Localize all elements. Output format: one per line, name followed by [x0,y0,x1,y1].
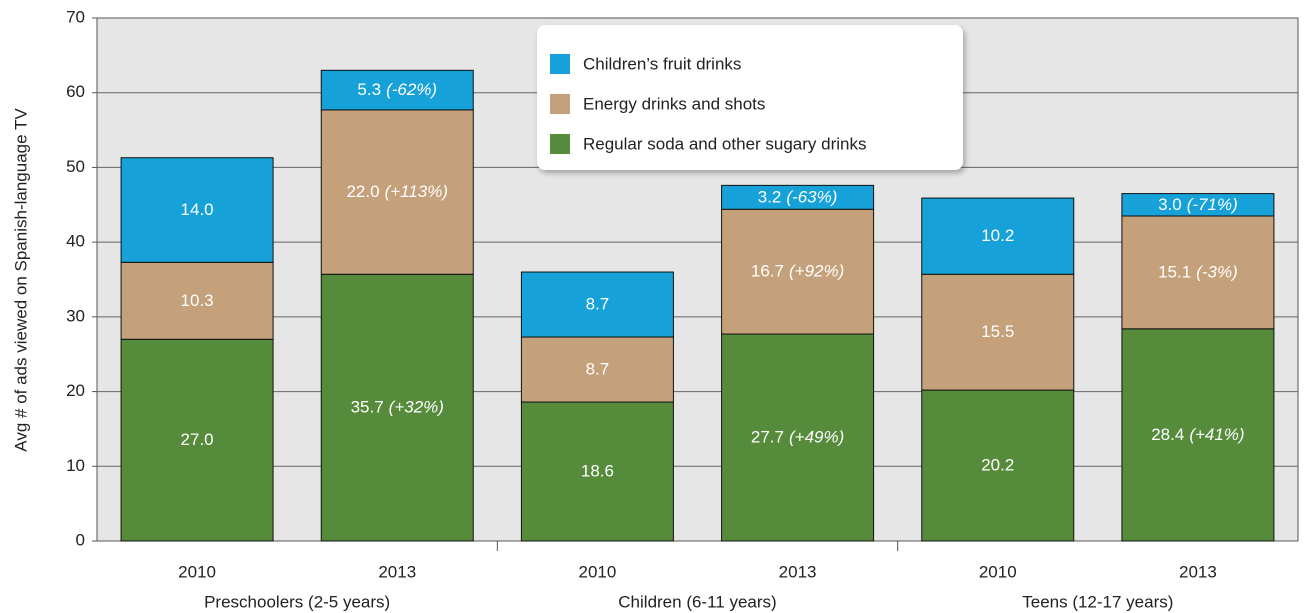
data-label-value: 8.7 [586,295,610,314]
data-label-value: 27.7 [751,428,784,447]
bar-segment [320,69,474,111]
legend-box [537,25,963,170]
data-label-change: (-63%) [786,188,837,207]
data-label-value: 16.7 [751,262,784,281]
bar-segment [320,109,474,275]
data-label-change: (+113%) [385,183,448,202]
legend-label: Energy drinks and shots [583,94,765,113]
data-label-value: 8.7 [586,360,610,379]
y-tick-label: 50 [66,157,85,176]
data-label: 3.2 (-63%) [758,188,838,207]
data-label: 8.7 [586,295,610,314]
y-tick-label: 20 [66,381,85,400]
data-label: 14.0 [181,201,214,220]
data-label: 5.3 (-62%) [357,81,437,100]
data-label-value: 15.5 [981,323,1014,342]
bar-segment [721,333,875,542]
legend-label: Regular soda and other sugary drinks [583,134,867,153]
bar-segment [520,271,674,338]
data-label-change: (+92%) [789,262,844,281]
group-label: Children (6-11 years) [618,592,776,611]
data-label: 16.7 (+92%) [751,262,844,281]
data-label: 15.1 (-3%) [1158,263,1238,282]
data-label-value: 15.1 [1158,263,1191,282]
data-label: 27.7 (+49%) [751,428,844,447]
bar-segment [921,389,1075,542]
data-label: 20.2 [981,456,1014,475]
legend-swatch [550,94,570,114]
data-label-value: 10.2 [981,227,1014,246]
bar-segment [1121,193,1275,217]
data-label: 10.3 [181,291,214,310]
x-tick-label: 2010 [979,562,1017,581]
data-label: 3.0 (-71%) [1158,195,1238,214]
legend-swatch [550,134,570,154]
data-label-value: 14.0 [181,201,214,220]
data-label: 22.0 (+113%) [346,183,448,202]
y-tick-label: 60 [66,82,85,101]
data-label: 28.4 (+41%) [1151,425,1244,444]
data-label: 15.5 [981,323,1014,342]
data-label-change: (-3%) [1196,263,1238,282]
data-label-value: 22.0 [346,183,379,202]
bar-segment [1121,328,1275,542]
legend-swatch [550,54,570,74]
data-label: 8.7 [586,360,610,379]
data-label-change: (-71%) [1187,195,1238,214]
bar-segment [120,157,274,263]
x-tick-label: 2010 [178,562,216,581]
bar-segment [520,336,674,403]
bar-segment [721,208,875,335]
x-tick-label: 2013 [1179,562,1217,581]
y-axis-label: Avg # of ads viewed on Spanish-language … [11,108,30,452]
y-tick-label: 0 [76,530,85,549]
y-tick-label: 30 [66,306,85,325]
data-label-change: (-62%) [386,81,437,100]
data-label: 35.7 (+32%) [351,398,444,417]
data-label-value: 20.2 [981,456,1014,475]
x-tick-label: 2013 [779,562,817,581]
bar-segment [921,197,1075,275]
group-label: Teens (12-17 years) [1022,592,1173,611]
data-label-value: 27.0 [181,431,214,450]
data-label-value: 3.0 [1158,195,1182,214]
data-label-value: 3.2 [758,188,782,207]
y-tick-label: 70 [66,7,85,26]
y-tick-label: 10 [66,456,85,475]
data-label-change: (+49%) [789,428,844,447]
data-label-value: 28.4 [1151,425,1184,444]
data-label: 18.6 [581,462,614,481]
group-label: Preschoolers (2-5 years) [204,592,390,611]
data-label-value: 10.3 [181,291,214,310]
data-label-value: 35.7 [351,398,384,417]
x-tick-label: 2010 [579,562,617,581]
data-label: 10.2 [981,227,1014,246]
data-label-change: (+32%) [389,398,444,417]
x-tick-label: 2013 [378,562,416,581]
bar-segment [320,273,474,542]
bar-segment [1121,215,1275,330]
data-label-change: (+41%) [1189,425,1244,444]
legend-label: Children’s fruit drinks [583,54,741,73]
bar-segment [520,401,674,542]
data-label-value: 5.3 [357,81,381,100]
data-label-value: 18.6 [581,462,614,481]
bar-segment [120,338,274,542]
y-tick-label: 40 [66,232,85,251]
bar-segment [120,261,274,340]
data-label: 27.0 [181,431,214,450]
bar-segment [721,184,875,210]
bar-segment [921,273,1075,391]
